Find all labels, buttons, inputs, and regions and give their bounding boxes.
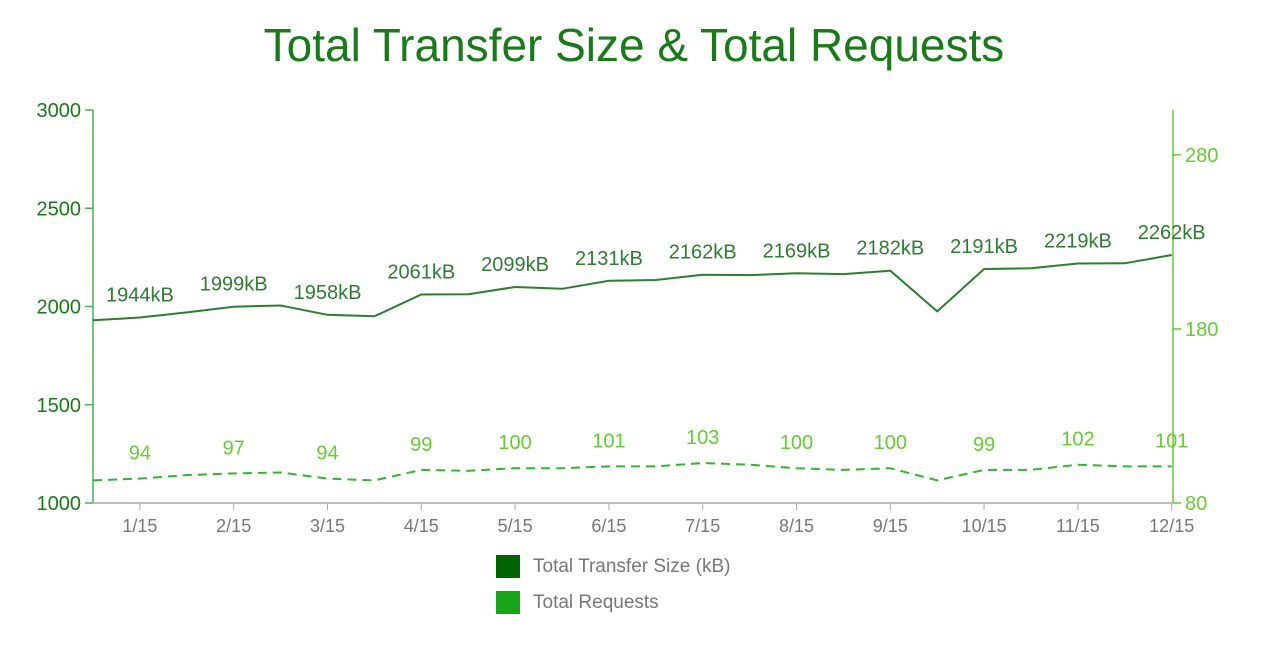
left-tick-label: 3000	[37, 100, 82, 122]
data-label-requests: 100	[780, 432, 813, 454]
data-label-transfer-size: 1958kB	[294, 282, 362, 304]
data-label-requests: 100	[874, 432, 907, 454]
data-label-requests: 97	[223, 437, 245, 459]
x-tick-label: 8/15	[779, 516, 814, 536]
legend-label-size: Total Transfer Size (kB)	[533, 556, 730, 577]
data-label-transfer-size: 2219kB	[1044, 230, 1112, 252]
chart-title: Total Transfer Size & Total Requests	[264, 19, 1005, 71]
series-line-requests	[92, 461, 1172, 482]
data-label-requests: 101	[1155, 430, 1188, 452]
x-tick-label: 11/15	[1056, 516, 1100, 536]
left-tick-label: 2000	[37, 297, 82, 319]
x-tick-label: 10/15	[962, 516, 1007, 536]
legend-swatch-requests	[496, 591, 520, 614]
x-tick-label: 7/15	[685, 516, 720, 536]
x-tick-label: 9/15	[873, 516, 908, 536]
data-label-transfer-size: 2099kB	[481, 254, 549, 276]
legend-label-requests: Total Requests	[533, 592, 659, 613]
x-tick-label: 2/15	[216, 516, 251, 536]
right-tick-label: 280	[1185, 145, 1218, 167]
left-tick-label: 1500	[37, 395, 82, 417]
data-label-transfer-size: 2162kB	[669, 242, 737, 264]
data-label-requests: 100	[498, 432, 531, 454]
x-tick-label: 6/15	[591, 516, 626, 536]
legend-swatch-size	[496, 555, 520, 578]
data-label-requests: 101	[592, 430, 625, 452]
right-tick-label: 180	[1185, 319, 1218, 341]
data-label-requests: 103	[686, 427, 719, 449]
x-tick-label: 5/15	[498, 516, 533, 536]
data-label-transfer-size: 1944kB	[106, 285, 174, 307]
data-label-transfer-size: 2061kB	[387, 262, 455, 284]
data-label-requests: 94	[129, 443, 151, 465]
x-tick-label: 1/15	[122, 516, 157, 536]
data-label-transfer-size: 2262kB	[1138, 222, 1206, 244]
data-label-transfer-size: 2131kB	[575, 248, 643, 270]
right-tick-label: 80	[1185, 493, 1207, 515]
data-label-requests: 99	[410, 434, 432, 456]
legend: Total Transfer Size (kB) Total Requests	[496, 555, 730, 614]
data-label-transfer-size: 2169kB	[763, 240, 831, 262]
left-tick-label: 1000	[37, 493, 82, 515]
data-label-transfer-size: 1999kB	[200, 274, 268, 296]
data-label-requests: 102	[1061, 429, 1094, 451]
series-line-transfer-size	[92, 254, 1172, 322]
left-tick-label: 2500	[37, 198, 82, 220]
x-tick-label: 4/15	[404, 516, 439, 536]
x-tick-label: 3/15	[310, 516, 345, 536]
data-label-transfer-size: 2182kB	[856, 238, 924, 260]
data-label-transfer-size: 2191kB	[950, 236, 1018, 258]
x-tick-label: 12/15	[1149, 516, 1194, 536]
data-label-requests: 94	[316, 443, 338, 465]
data-label-requests: 99	[973, 434, 995, 456]
